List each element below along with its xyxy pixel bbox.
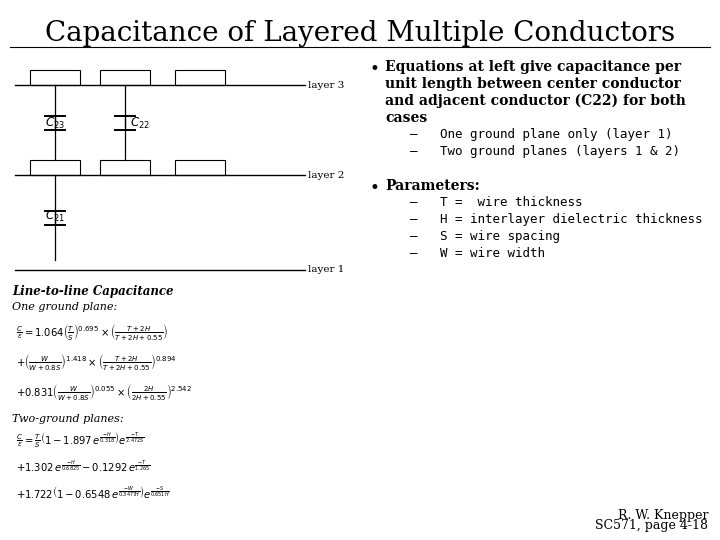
Text: and adjacent conductor (C22) for both: and adjacent conductor (C22) for both [385,94,686,109]
Text: –   One ground plane only (layer 1): – One ground plane only (layer 1) [410,128,672,141]
Text: •: • [370,60,380,78]
Text: •: • [370,179,380,197]
Bar [175,160,225,175]
Text: layer 3: layer 3 [308,80,344,90]
Text: One ground plane:: One ground plane: [12,302,117,312]
Text: Capacitance of Layered Multiple Conductors: Capacitance of Layered Multiple Conducto… [45,20,675,47]
Text: Two-ground planes:: Two-ground planes: [12,414,124,424]
Text: Equations at left give capacitance per: Equations at left give capacitance per [385,60,681,74]
Bar [30,160,80,175]
Text: SC571, page 4-18: SC571, page 4-18 [595,519,708,532]
Text: $C_{23}$: $C_{23}$ [45,116,65,131]
Text: –   T =  wire thickness: – T = wire thickness [410,196,582,209]
Text: $+1.722\left(1-0.6548\,e^{\frac{-W}{0.3477H}}\right)e^{\frac{-S}{0.651H}}$: $+1.722\left(1-0.6548\,e^{\frac{-W}{0.34… [16,484,170,500]
Text: $C_{22}$: $C_{22}$ [130,116,150,131]
Text: cases: cases [385,111,427,125]
Text: layer 1: layer 1 [308,266,344,274]
Text: $\frac{C}{\varepsilon} = 1.064\left(\frac{T}{S}\right)^{0.695}\times\left(\frac{: $\frac{C}{\varepsilon} = 1.064\left(\fra… [16,322,168,342]
Text: $\frac{C}{\varepsilon}=\frac{T}{S}\left(1-1.897\,e^{\frac{-H}{0.318}}\right)e^{\: $\frac{C}{\varepsilon}=\frac{T}{S}\left(… [16,430,145,450]
Bar [100,70,150,85]
Text: Line-to-line Capacitance: Line-to-line Capacitance [12,285,174,298]
Text: unit length between center conductor: unit length between center conductor [385,77,681,91]
Bar [30,70,80,85]
Text: $+\left(\frac{W}{W+0.8S}\right)^{1.418}\times\left(\frac{T+2H}{T+2H+0.55}\right): $+\left(\frac{W}{W+0.8S}\right)^{1.418}\… [16,352,177,372]
Bar [175,70,225,85]
Text: –   W = wire width: – W = wire width [410,247,545,260]
Text: $+1.302\,e^{\frac{-H}{0.6825}}-0.1292\,e^{\frac{-T}{1.265}}$: $+1.302\,e^{\frac{-H}{0.6825}}-0.1292\,e… [16,458,150,474]
Text: R. W. Knepper: R. W. Knepper [618,509,708,522]
Text: –   H = interlayer dielectric thickness: – H = interlayer dielectric thickness [410,213,703,226]
Text: $C_{21}$: $C_{21}$ [45,209,65,224]
Text: $+0.831\left(\frac{W}{W+0.8S}\right)^{0.055}\times\left(\frac{2H}{2H+0.55}\right: $+0.831\left(\frac{W}{W+0.8S}\right)^{0.… [16,382,192,402]
Text: –   S = wire spacing: – S = wire spacing [410,230,560,243]
Bar [100,160,150,175]
Text: –   Two ground planes (layers 1 & 2): – Two ground planes (layers 1 & 2) [410,145,680,158]
Text: layer 2: layer 2 [308,171,344,179]
Text: Parameters:: Parameters: [385,179,480,193]
